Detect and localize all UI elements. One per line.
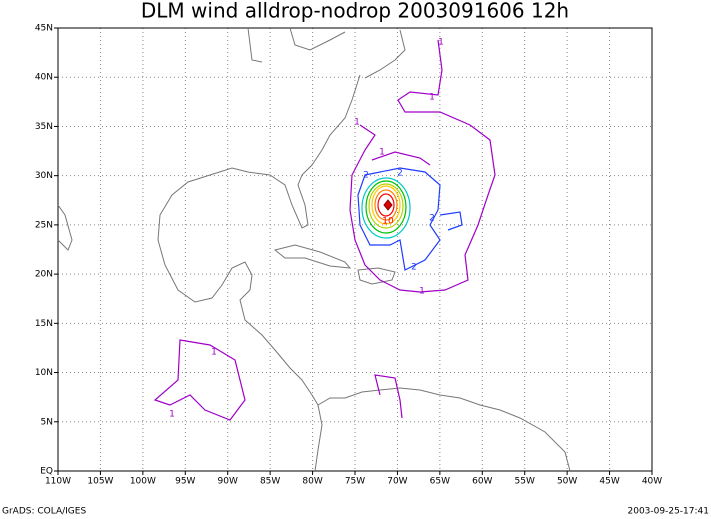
x-tick-label: 40W [642,477,662,487]
title: DLM wind alldrop-nodrop 2003091606 12h [141,0,569,23]
x-tick-label: 70W [387,477,407,487]
coastlines [57,27,571,472]
x-tick-label: 60W [472,477,492,487]
y-tick-label: 5N [41,417,53,427]
contour-label: 1 [438,38,444,48]
contours [153,39,496,421]
x-tick-label: 95W [175,477,195,487]
x-tick-label: 80W [302,477,322,487]
x-tick-label: 105W [87,477,113,487]
contour-label: 2 [363,171,369,181]
contour-label: 2 [397,169,403,179]
contour-label: 1 [169,410,175,420]
x-tick-label: 65W [430,477,450,487]
contour-label: 1 [379,148,385,158]
x-tick-label: 50W [557,477,577,487]
contour-label: 1 [429,93,435,103]
frame [57,27,653,472]
y-tick-label: 15N [35,319,53,329]
y-tick-label: 25N [35,220,53,230]
y-tick-label: 45N [35,24,53,34]
y-tick-label: 40N [35,73,53,83]
footer-right: 2003-09-25-17:41 [628,507,710,517]
x-tick-label: 110W [45,477,71,487]
y-tick-label: 20N [35,270,53,280]
contour-label: 1 [354,118,360,128]
x-tick-label: 100W [130,477,156,487]
x-tick-label: 75W [345,477,365,487]
x-tick-label: 55W [515,477,535,487]
contour-label: 2 [411,263,417,273]
y-tick-label: 10N [35,368,53,378]
x-tick-label: 45W [599,477,619,487]
y-tick-label: 35N [35,122,53,132]
footer-left: GrADS: COLA/IGES [2,507,86,517]
y-tick-label: 30N [35,171,53,181]
contour-label: 1 [419,287,425,297]
y-tick-label: EQ [40,467,53,477]
x-tick-label: 90W [218,477,238,487]
x-tick-label: 85W [260,477,280,487]
contour-label: 1 [211,348,217,358]
contour-label: 2 [429,214,435,224]
contour-label: 10 [382,217,394,227]
